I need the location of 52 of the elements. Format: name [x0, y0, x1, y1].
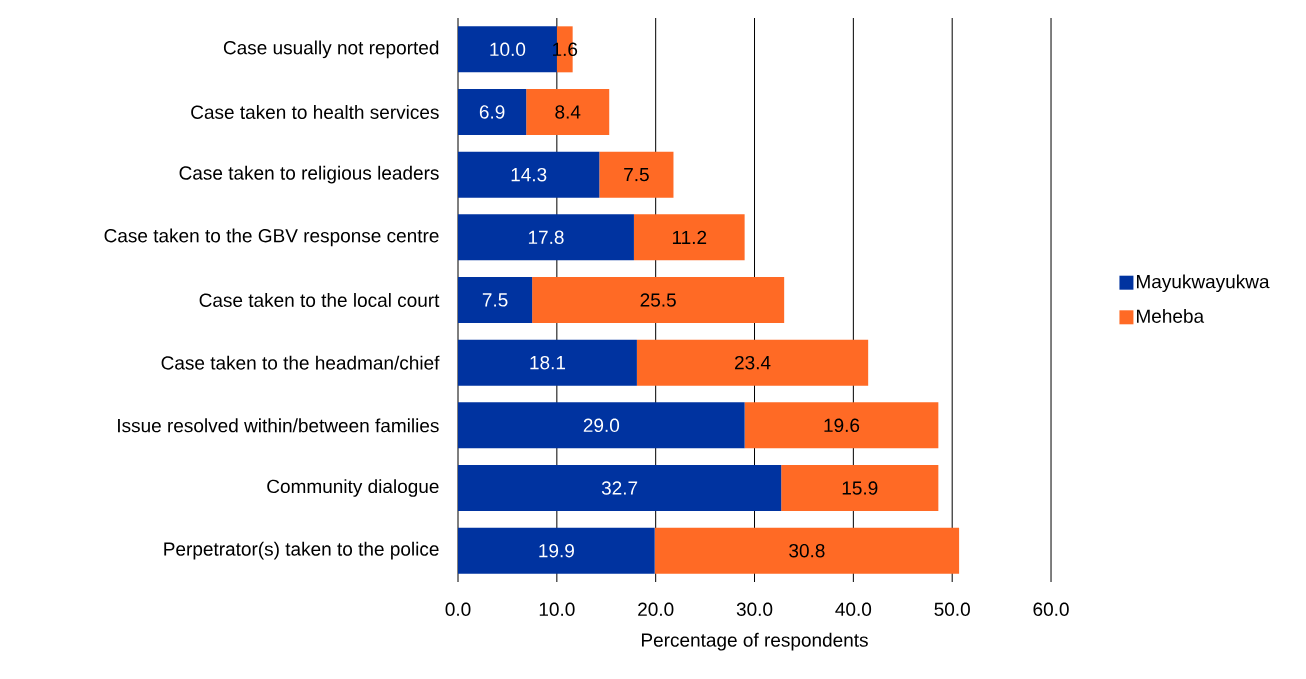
- bar: [458, 214, 634, 261]
- data-label: 15.9: [842, 481, 878, 495]
- bar: [458, 402, 745, 449]
- data-label: 6.9: [479, 105, 505, 119]
- data-label: 25.5: [640, 293, 676, 307]
- bar: [458, 151, 600, 198]
- bar: [532, 277, 785, 323]
- bar: [458, 277, 533, 323]
- bar: [636, 339, 869, 386]
- bar: [458, 527, 655, 574]
- x-tick-label: 10.0: [539, 602, 575, 616]
- bar: [781, 465, 939, 511]
- x-tick-label: 30.0: [736, 602, 773, 616]
- data-label: 32.7: [601, 481, 638, 495]
- bar: [458, 88, 527, 135]
- x-tick-label: 50.0: [934, 602, 970, 616]
- bar: [526, 88, 610, 135]
- data-label: 19.9: [539, 543, 574, 558]
- data-label: 17.8: [528, 230, 564, 245]
- y-tick-label: Case taken to the GBV response centre: [104, 228, 439, 247]
- data-label: 19.6: [824, 418, 860, 433]
- data-label: 18.1: [530, 355, 566, 370]
- bar: [458, 465, 782, 511]
- y-tick-label: Case taken to the headman/chief: [161, 355, 440, 370]
- y-tick-label: Community dialogue: [267, 479, 439, 497]
- x-axis-title: Percentage of respondents: [642, 632, 868, 651]
- data-label: 30.8: [789, 543, 825, 558]
- bar: [744, 402, 939, 449]
- x-tick-label: 0.0: [445, 602, 471, 616]
- x-tick-label: 20.0: [638, 602, 674, 616]
- x-tick-label: 40.0: [835, 602, 872, 616]
- y-tick-label: Case taken to religious leaders: [179, 165, 439, 184]
- data-label: 23.4: [735, 355, 771, 370]
- bar: [633, 214, 745, 261]
- bar: [654, 527, 960, 574]
- bar: [599, 151, 674, 198]
- y-tick-label: Perpetrator(s) taken to the police: [164, 541, 439, 560]
- y-tick-label: Case usually not reported: [223, 40, 439, 59]
- x-tick-label: 60.0: [1033, 602, 1069, 616]
- data-label: 8.4: [555, 105, 581, 119]
- data-label: 7.5: [482, 293, 508, 307]
- data-label: 29.0: [583, 418, 620, 433]
- data-label: 7.5: [624, 168, 649, 182]
- y-tick-label: Case taken to the local court: [199, 293, 440, 307]
- data-label: 11.2: [672, 230, 707, 244]
- data-label: 14.3: [511, 167, 547, 182]
- legend-label: Meheba: [1137, 308, 1205, 323]
- data-label: 10.0: [490, 42, 526, 57]
- legend-label: Mayukwayukwa: [1137, 274, 1270, 293]
- bar: [458, 339, 637, 386]
- y-tick-label: Case taken to health services: [191, 105, 439, 119]
- y-tick-label: Issue resolved within/between families: [118, 418, 439, 433]
